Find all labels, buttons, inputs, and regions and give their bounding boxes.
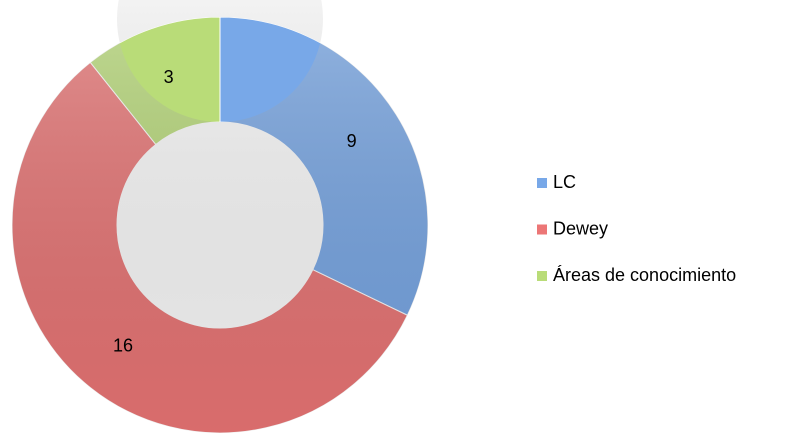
legend-label: LC xyxy=(553,172,576,192)
donut: 9 16 3 xyxy=(11,0,429,434)
legend-label: Áreas de conocimiento xyxy=(553,265,736,285)
slice xyxy=(219,16,429,316)
legend-swatch xyxy=(537,224,547,235)
legend-label: Dewey xyxy=(553,218,608,238)
legend: LC Dewey Áreas de conocimiento xyxy=(537,172,736,285)
data-label: 9 xyxy=(347,131,357,151)
data-label: 16 xyxy=(113,335,133,355)
data-label: 3 xyxy=(164,67,174,87)
legend-swatch xyxy=(537,178,547,188)
legend-swatch xyxy=(537,271,547,281)
